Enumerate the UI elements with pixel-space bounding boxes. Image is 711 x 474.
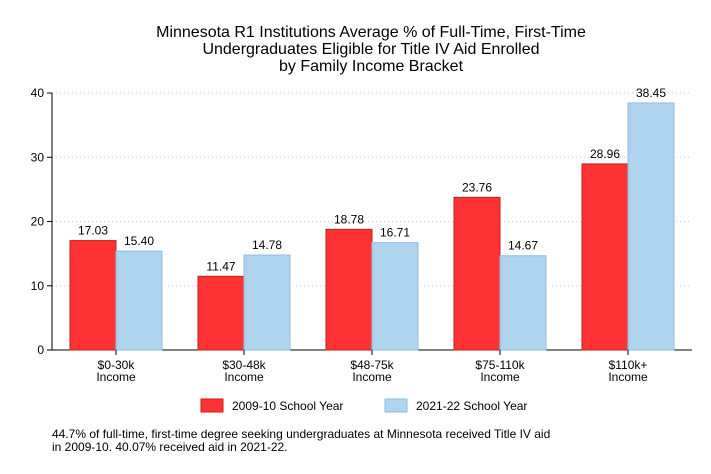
y-tick-label: 20	[31, 215, 45, 229]
bar-data-label: 18.78	[334, 212, 364, 226]
legend-label: 2009-10 School Year	[232, 399, 343, 413]
bar	[243, 254, 291, 351]
x-tick-label: Income	[352, 370, 392, 384]
bar	[371, 242, 419, 351]
x-tick-label: Income	[96, 370, 136, 384]
bar-data-label: 17.03	[78, 224, 108, 238]
bar-data-label: 15.40	[124, 234, 154, 248]
chart-title-line: Minnesota R1 Institutions Average % of F…	[156, 24, 586, 41]
bar-data-label: 14.67	[508, 239, 538, 253]
y-tick-label: 40	[31, 86, 45, 100]
bar-data-label: 28.96	[590, 147, 620, 161]
x-tick-label: $0-30k	[98, 358, 136, 372]
y-tick-label: 30	[31, 150, 45, 164]
footnote: 44.7% of full-time, first-time degree se…	[52, 427, 551, 454]
bar-data-label: 16.71	[380, 226, 410, 240]
bar	[627, 102, 675, 351]
x-tick-label: Income	[480, 370, 520, 384]
bar	[69, 240, 117, 351]
legend-swatch	[384, 398, 408, 413]
bar	[581, 163, 629, 351]
x-tick-label: $30-48k	[222, 358, 266, 372]
bar-data-label: 38.45	[636, 86, 666, 100]
chart-title-line: Undergraduates Eligible for Title IV Aid…	[202, 41, 539, 58]
chart-title-line: by Family Income Bracket	[279, 58, 464, 75]
x-tick-label: $75-110k	[475, 358, 525, 372]
legend-swatch	[200, 398, 224, 413]
bar	[197, 275, 245, 351]
x-tick-label: $48-75k	[350, 358, 394, 372]
x-tick-label: Income	[608, 370, 648, 384]
bar-data-label: 14.78	[252, 238, 282, 252]
bar	[499, 255, 547, 351]
x-tick-label: Income	[224, 370, 264, 384]
legend-label: 2021-22 School Year	[416, 399, 527, 413]
bar	[453, 196, 501, 351]
y-tick-label: 10	[31, 279, 45, 293]
bar-data-label: 23.76	[462, 180, 492, 194]
bar	[325, 228, 373, 351]
bar-data-label: 11.47	[206, 259, 235, 273]
y-tick-label: 0	[37, 343, 44, 357]
x-tick-label: $110k+	[609, 358, 648, 372]
bar	[115, 250, 163, 351]
